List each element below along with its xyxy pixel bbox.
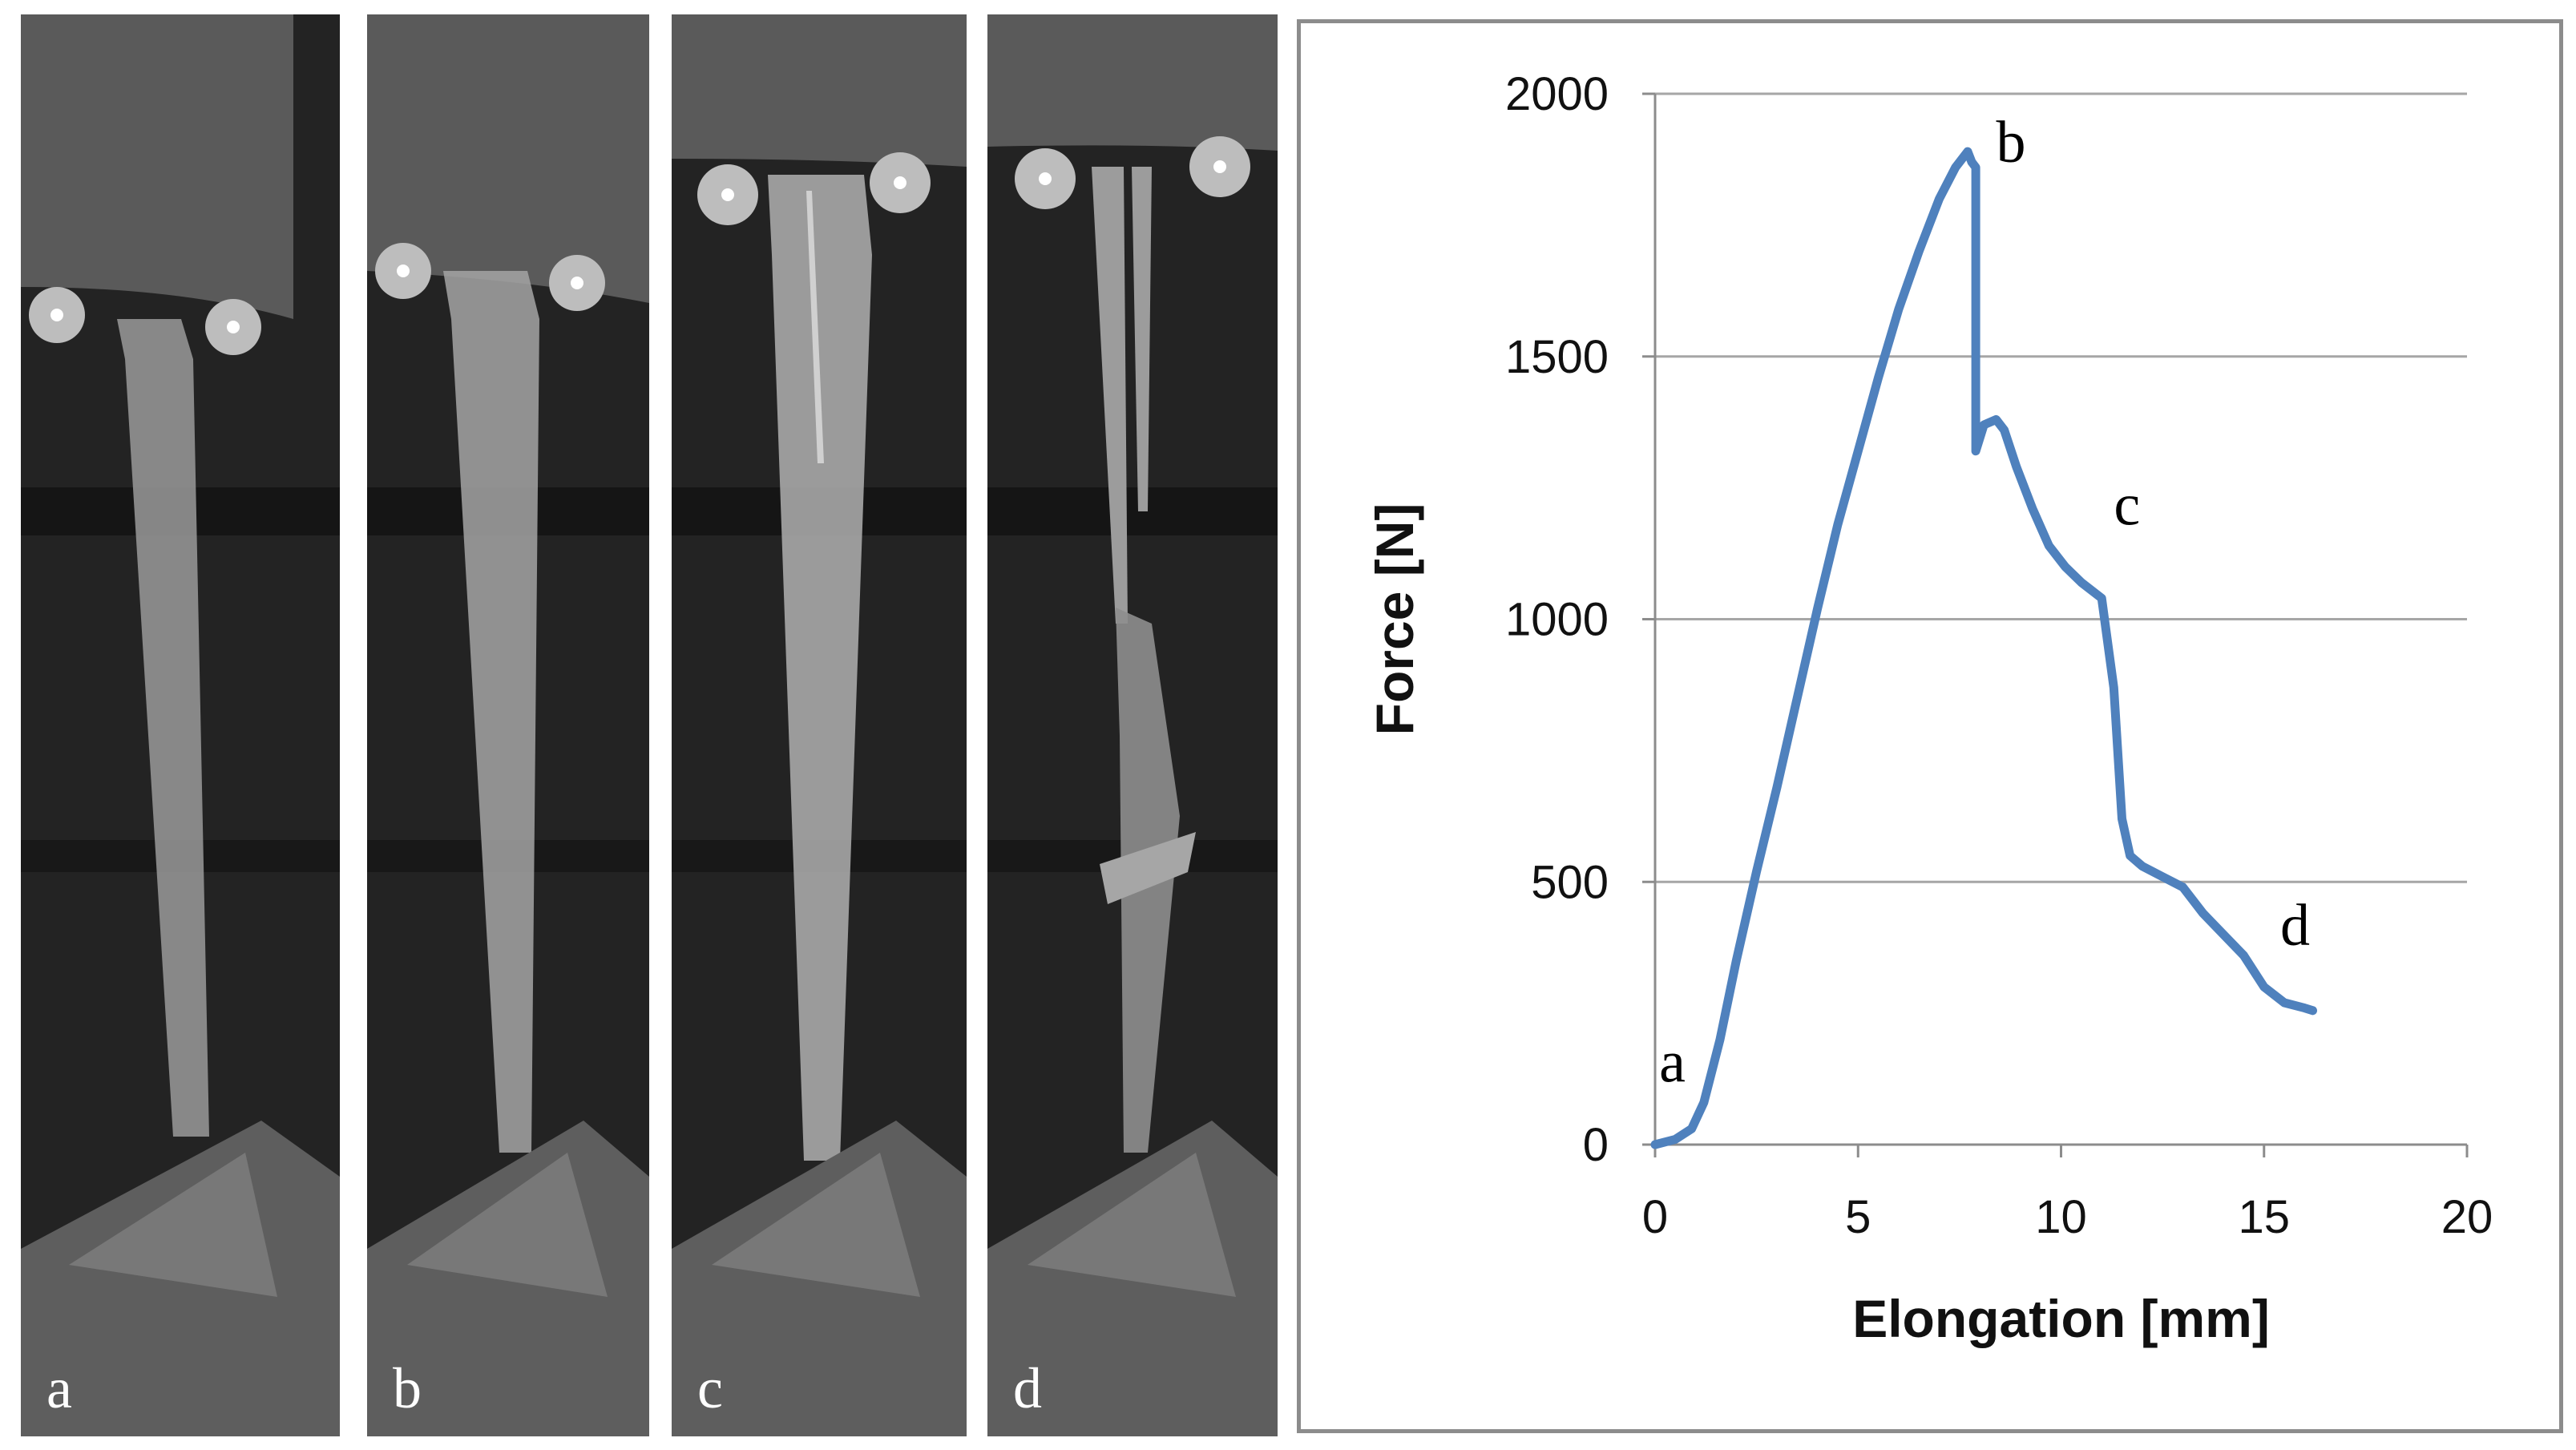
y-tick-label: 2000 (1505, 68, 1609, 120)
axes (1642, 92, 2469, 1157)
x-tick-label: 0 (1642, 1191, 1668, 1243)
y-tick-label: 1500 (1505, 331, 1609, 383)
point-labels: a b c d (1659, 110, 2310, 1095)
point-label: a (1659, 1029, 1686, 1095)
y-tick-label: 500 (1531, 856, 1609, 908)
x-tick-label: 15 (2238, 1191, 2290, 1243)
x-axis-title: Elongation [mm] (1852, 1289, 2270, 1348)
photo-label: a (46, 1356, 72, 1420)
y-tick-label: 0 (1583, 1119, 1609, 1171)
specimen-photo-a: a (21, 14, 340, 1436)
gridlines (1655, 92, 2467, 883)
force-elongation-chart: 0 500 1000 1500 2000 0 5 10 15 20 a b c d Elongation… (1297, 19, 2563, 1433)
specimen-photo-c: c (672, 14, 967, 1436)
specimen-image-d (987, 14, 1278, 1436)
chart-canvas: 0 500 1000 1500 2000 0 5 10 15 20 a b c d Elongation… (1365, 68, 2493, 1348)
specimen-photo-d: d (987, 14, 1278, 1436)
specimen-image-a (21, 14, 340, 1436)
point-label: c (2114, 473, 2140, 539)
series-layer (1650, 147, 2317, 1149)
x-tick-label: 20 (2441, 1191, 2493, 1243)
specimen-image-b (367, 14, 649, 1436)
x-tick-label: 5 (1845, 1191, 1871, 1243)
photo-label: d (1013, 1356, 1042, 1420)
point-label: d (2280, 893, 2310, 959)
photo-label: b (393, 1356, 422, 1420)
y-axis-title: Force [N] (1365, 503, 1424, 736)
series-line (1650, 147, 2317, 1149)
specimen-image-c (672, 14, 967, 1436)
tick-labels: 0 500 1000 1500 2000 0 5 10 15 20 (1505, 68, 2493, 1243)
point-label: b (1996, 110, 2025, 176)
x-tick-label: 10 (2035, 1191, 2087, 1243)
y-tick-label: 1000 (1505, 594, 1609, 646)
specimen-photo-b: b (367, 14, 649, 1436)
photo-label: c (697, 1356, 723, 1420)
